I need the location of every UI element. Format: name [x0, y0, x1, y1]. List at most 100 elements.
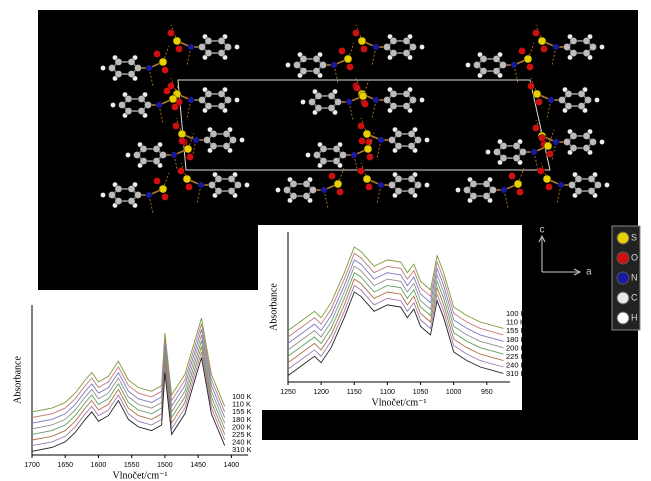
atom	[538, 134, 545, 141]
atom	[588, 187, 595, 194]
atom	[198, 43, 205, 50]
atom	[331, 62, 337, 68]
atom	[224, 43, 231, 50]
atom	[403, 37, 410, 44]
atom	[234, 44, 239, 49]
legend-label: O	[631, 252, 638, 262]
atom	[493, 148, 500, 155]
atom	[470, 180, 477, 187]
x-tick-label: 1700	[24, 462, 40, 469]
atom	[183, 175, 191, 183]
x-tick-label: 1400	[224, 462, 240, 469]
atom	[138, 107, 145, 114]
atom	[128, 58, 135, 65]
atom	[378, 137, 384, 143]
atom	[584, 96, 591, 103]
atom	[188, 44, 194, 50]
atom	[373, 97, 379, 103]
atom	[514, 180, 522, 188]
atom	[419, 44, 424, 49]
atom	[359, 92, 367, 100]
atom	[153, 157, 160, 164]
atom	[408, 187, 415, 194]
atom	[575, 187, 582, 194]
atom	[358, 37, 366, 45]
atom	[313, 67, 320, 74]
atom	[535, 98, 542, 105]
atom	[178, 130, 186, 138]
atom	[470, 192, 477, 199]
atom	[388, 136, 395, 143]
atom	[508, 172, 515, 179]
atom	[344, 55, 352, 63]
atom	[563, 138, 570, 145]
atom	[239, 137, 244, 142]
atom	[546, 150, 553, 157]
atom	[501, 187, 507, 193]
atom	[108, 64, 115, 71]
atom	[365, 138, 372, 145]
atom	[210, 130, 217, 137]
legend-sphere	[617, 232, 629, 244]
atom	[133, 151, 140, 158]
atom	[171, 152, 177, 158]
axis-label-a: a	[586, 267, 592, 278]
atom	[100, 65, 105, 70]
atom	[115, 58, 122, 65]
atom	[100, 192, 105, 197]
atom	[583, 37, 590, 44]
legend-label: 310 K	[232, 445, 252, 454]
atom	[153, 145, 160, 152]
atom	[128, 197, 135, 204]
legend-label: 310 K	[506, 369, 526, 378]
atom	[178, 137, 185, 144]
atom	[125, 152, 130, 157]
atom	[228, 187, 235, 194]
atom	[500, 154, 507, 161]
atom	[604, 182, 609, 187]
atom	[480, 67, 487, 74]
x-tick-label: 1650	[57, 462, 73, 469]
atom	[390, 90, 397, 97]
atom	[390, 37, 397, 44]
atom	[543, 175, 551, 183]
atom	[516, 188, 523, 195]
atom	[570, 132, 577, 139]
atom	[599, 44, 604, 49]
atom	[315, 92, 322, 99]
atom	[518, 47, 525, 54]
atom	[163, 87, 170, 94]
atom	[336, 188, 343, 195]
atom	[545, 183, 552, 190]
y-axis-title: Absorbance	[12, 356, 23, 404]
x-tick-label: 1550	[124, 462, 140, 469]
atom	[290, 180, 297, 187]
atom	[378, 182, 384, 188]
atom	[513, 142, 520, 149]
atom	[588, 175, 595, 182]
atom	[125, 95, 132, 102]
atom	[134, 64, 141, 71]
atom	[363, 130, 371, 138]
atom	[408, 175, 415, 182]
atom	[320, 157, 327, 164]
atom	[198, 182, 204, 188]
atom	[115, 185, 122, 192]
atom	[308, 98, 315, 105]
atom	[357, 122, 364, 129]
atom	[218, 90, 225, 97]
atom	[210, 142, 217, 149]
atom	[409, 96, 416, 103]
atom	[570, 144, 577, 151]
atom	[548, 97, 554, 103]
atom	[321, 187, 327, 193]
atom	[134, 191, 141, 198]
atom	[485, 149, 490, 154]
atom	[519, 148, 526, 155]
atom	[360, 45, 367, 52]
atom	[140, 157, 147, 164]
axis-label-c: c	[540, 225, 545, 236]
x-tick-label: 1600	[91, 462, 107, 469]
atom	[594, 97, 599, 102]
atom	[424, 182, 429, 187]
